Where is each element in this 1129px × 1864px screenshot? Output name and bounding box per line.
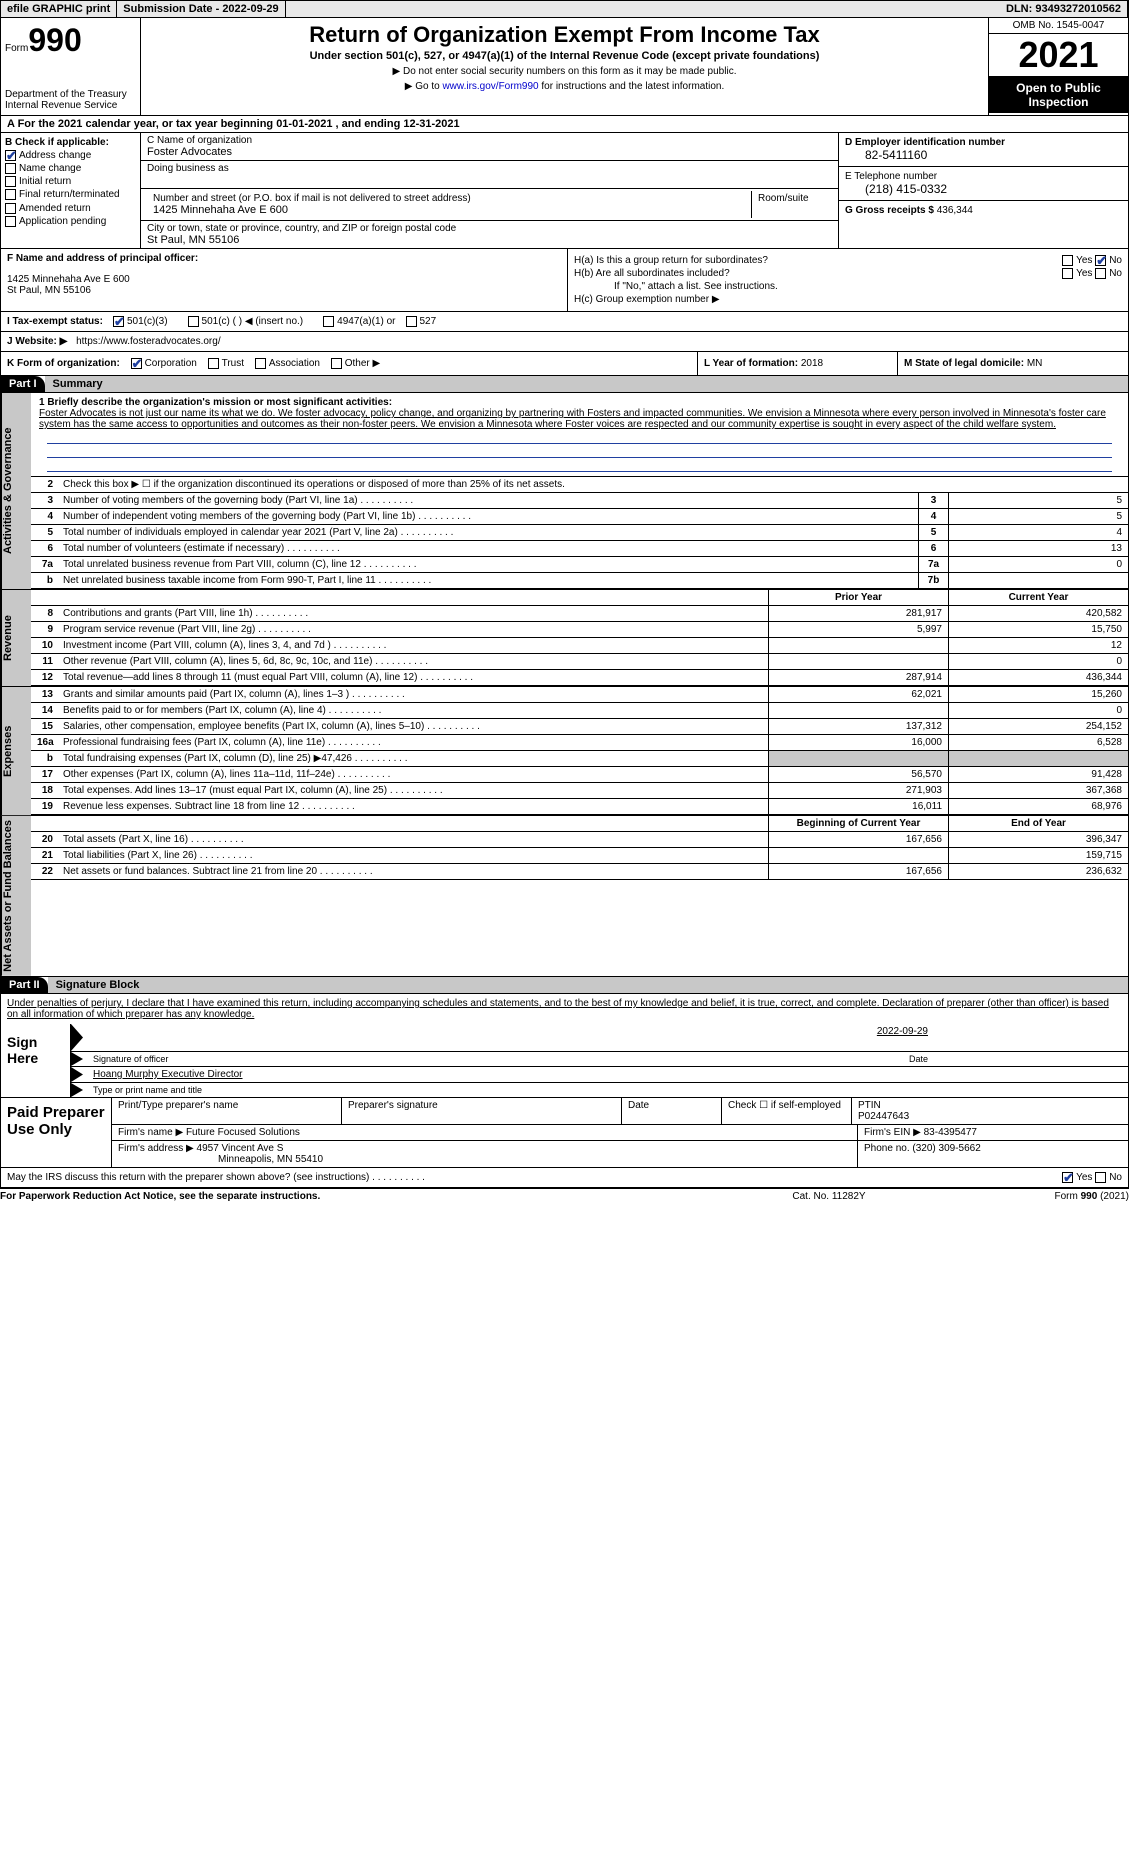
form-link: ▶ Go to www.irs.gov/Form990 for instruct… [145,81,984,92]
e-phone: E Telephone number (218) 415-0332 [839,167,1128,201]
cb-trust[interactable] [208,358,219,369]
col-c: C Name of organization Foster Advocates … [141,133,838,248]
city-row: City or town, state or province, country… [141,221,838,248]
col-deg: D Employer identification number 82-5411… [838,133,1128,248]
summary-revenue: Revenue Prior Year Current Year 8Contrib… [0,590,1129,687]
col-l: L Year of formation: 2018 [698,352,898,375]
form-subtitle: Under section 501(c), 527, or 4947(a)(1)… [145,50,984,62]
part1-header: Part I Summary [0,376,1129,393]
cb-hb-yes[interactable] [1062,268,1073,279]
cb-4947[interactable] [323,316,334,327]
revenue-header: Prior Year Current Year [31,590,1128,606]
omb: OMB No. 1545-0047 [989,18,1128,34]
discuss-row: May the IRS discuss this return with the… [0,1168,1129,1188]
paid-preparer: Paid Preparer Use Only Print/Type prepar… [0,1098,1129,1168]
cb-pending[interactable] [5,216,16,227]
efile-label[interactable]: efile GRAPHIC print [1,1,117,17]
form-right: OMB No. 1545-0047 2021 Open to Public In… [988,18,1128,115]
signature-block: Under penalties of perjury, I declare th… [0,994,1129,1098]
dept-label: Department of the Treasury Internal Reve… [5,89,136,111]
org-name-row: C Name of organization Foster Advocates [141,133,838,161]
net-header: Beginning of Current Year End of Year [31,816,1128,832]
cb-501c3[interactable] [113,316,124,327]
open-public: Open to Public Inspection [989,77,1128,113]
col-b: B Check if applicable: Address change Na… [1,133,141,248]
cb-corp[interactable] [131,358,142,369]
vtab-governance: Activities & Governance [1,393,31,589]
cb-527[interactable] [406,316,417,327]
form-title: Return of Organization Exempt From Incom… [145,22,984,48]
cb-assoc[interactable] [255,358,266,369]
mission-block: 1 Briefly describe the organization's mi… [31,393,1128,477]
top-bar: efile GRAPHIC print Submission Date - 20… [0,0,1129,18]
col-m: M State of legal domicile: MN [898,352,1128,375]
cb-hb-no[interactable] [1095,268,1106,279]
col-f: F Name and address of principal officer:… [1,249,568,311]
cb-ha-no[interactable] [1095,255,1106,266]
year: 2021 [989,34,1128,77]
section-a: A For the 2021 calendar year, or tax yea… [0,116,1129,133]
part2-header: Part II Signature Block [0,977,1129,994]
summary-expenses: Expenses 13Grants and similar amounts pa… [0,687,1129,816]
suite: Room/suite [752,191,832,218]
cb-amended[interactable] [5,203,16,214]
cb-discuss-yes[interactable] [1062,1172,1073,1183]
form-number: 990 [28,22,81,59]
summary-net: Net Assets or Fund Balances Beginning of… [0,816,1129,977]
form-header: Form 990 Department of the Treasury Inte… [0,18,1129,116]
d-ein: D Employer identification number 82-5411… [839,133,1128,167]
vtab-expenses: Expenses [1,687,31,815]
cb-initial[interactable] [5,176,16,187]
col-k: K Form of organization: Corporation Trus… [1,352,698,375]
cb-ha-yes[interactable] [1062,255,1073,266]
row-fh: F Name and address of principal officer:… [0,249,1129,312]
dln: DLN: 93493272010562 [1000,1,1128,17]
form-center: Return of Organization Exempt From Incom… [141,18,988,115]
section-b-to-g: B Check if applicable: Address change Na… [0,133,1129,249]
form-note1: ▶ Do not enter social security numbers o… [145,66,984,77]
cb-address-change[interactable] [5,150,16,161]
addr-row: Number and street (or P.O. box if mail i… [141,189,838,221]
cb-501c[interactable] [188,316,199,327]
submission-date: Submission Date - 2022-09-29 [117,1,285,17]
cb-other[interactable] [331,358,342,369]
dba-row: Doing business as [141,161,838,189]
footer: For Paperwork Reduction Act Notice, see … [0,1188,1129,1204]
cb-final[interactable] [5,189,16,200]
vtab-revenue: Revenue [1,590,31,686]
vtab-net: Net Assets or Fund Balances [1,816,31,976]
row-klm: K Form of organization: Corporation Trus… [0,352,1129,376]
form-left: Form 990 Department of the Treasury Inte… [1,18,141,115]
form-word: Form [5,43,28,54]
b-label: B Check if applicable: [5,137,136,148]
summary-governance: Activities & Governance 1 Briefly descri… [0,393,1129,590]
row-i: I Tax-exempt status: 501(c)(3) 501(c) ( … [0,312,1129,332]
col-h: H(a) Is this a group return for subordin… [568,249,1128,311]
row-j: J Website: ▶ https://www.fosteradvocates… [0,332,1129,352]
g-gross: G Gross receipts $ 436,344 [839,201,1128,220]
sign-here: Sign Here [1,1024,71,1097]
cb-name-change[interactable] [5,163,16,174]
cb-discuss-no[interactable] [1095,1172,1106,1183]
irs-link[interactable]: www.irs.gov/Form990 [442,81,538,92]
